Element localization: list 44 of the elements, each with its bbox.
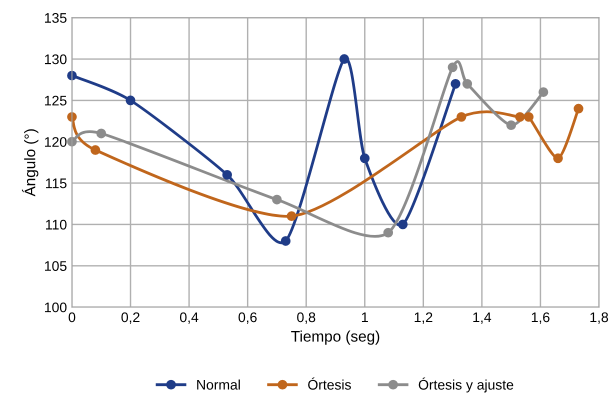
point xyxy=(286,211,296,222)
legend-label: Normal xyxy=(197,379,240,390)
x-tick-label: 0 xyxy=(68,312,76,322)
point xyxy=(272,194,282,204)
point xyxy=(538,87,548,97)
point xyxy=(506,120,516,130)
x-tick-label: 1,2 xyxy=(414,312,432,324)
y-tick-label: 130 xyxy=(44,54,67,64)
y-axis-title: Ángulo (°) xyxy=(22,129,38,196)
point xyxy=(462,78,472,89)
y-tick-label: 125 xyxy=(44,96,67,106)
point xyxy=(126,96,136,106)
x-tick-label: 1 xyxy=(362,312,368,322)
point xyxy=(280,236,291,246)
x-tick-label: 0,8 xyxy=(297,312,316,324)
point xyxy=(524,112,534,122)
y-tick-label: 135 xyxy=(44,13,67,23)
point xyxy=(398,220,408,230)
point xyxy=(96,128,106,138)
x-tick-label: 1,4 xyxy=(473,312,492,324)
point xyxy=(553,153,563,164)
y-tick-label: 115 xyxy=(46,178,67,188)
point xyxy=(456,112,466,122)
y-tick-label: 105 xyxy=(44,261,67,271)
y-tick-label: 120 xyxy=(44,137,67,147)
y-tick-label: 100 xyxy=(44,302,67,312)
x-tick-label: 0,2 xyxy=(121,312,140,324)
point xyxy=(574,104,584,114)
point xyxy=(383,228,394,238)
y-tick-label: 110 xyxy=(46,220,67,230)
legend-label: Órtesis y ajuste xyxy=(418,378,514,392)
x-tick-label: 0,6 xyxy=(238,312,257,324)
x-tick-label: 0,4 xyxy=(180,312,198,324)
point xyxy=(222,170,232,180)
point xyxy=(448,62,458,72)
point xyxy=(339,54,350,64)
legend-label: Órtesis xyxy=(308,378,351,390)
point xyxy=(360,153,370,164)
point xyxy=(90,145,100,155)
x-tick-label: 1,6 xyxy=(532,312,550,324)
point xyxy=(515,112,525,122)
x-axis-title: Tiempo (seg) xyxy=(291,330,380,345)
point xyxy=(450,78,460,89)
x-tick-label: 1,8 xyxy=(590,312,608,324)
